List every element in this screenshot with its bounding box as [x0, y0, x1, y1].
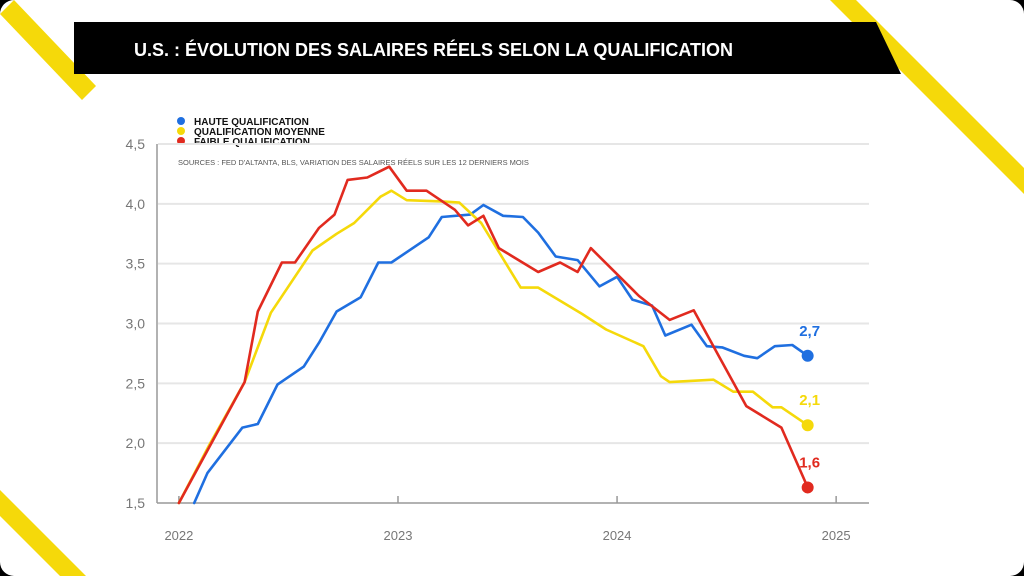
legend-label-faible: FAIBLE QUALIFICATION [194, 137, 310, 148]
end-value-label-2: 2,1 [799, 392, 820, 409]
end-point-3 [801, 481, 814, 494]
x-tick-label: 2023 [384, 528, 413, 543]
gridlines [158, 143, 869, 445]
source-note: SOURCES : FED D'ALTANTA, BLS, VARIATION … [178, 158, 529, 167]
title-bar [74, 22, 901, 74]
y-tick-label: 1,5 [126, 495, 146, 511]
x-tick-label: 2024 [603, 528, 632, 543]
end-point-1 [801, 349, 814, 362]
y-tick-label: 4,5 [126, 136, 146, 152]
axes: 1,5 2,0 2,5 3,0 3,5 4,0 4,5 2022 2023 2024 2025 [126, 136, 869, 543]
legend-item-moyenne: QUALIFICATION MOYENNE [177, 127, 325, 138]
series-line-1 [192, 203, 809, 505]
accent-stripe-bottom-left [0, 490, 86, 576]
end-value-label-1: 2,7 [799, 323, 820, 340]
legend-label-moyenne: QUALIFICATION MOYENNE [194, 127, 325, 138]
y-tick-label: 2,5 [126, 375, 146, 391]
x-tick-label: 2025 [822, 528, 851, 543]
legend-item-haute: HAUTE QUALIFICATION [177, 117, 309, 128]
legend-marker-moyenne [177, 127, 185, 135]
end-point-2 [801, 419, 814, 432]
legend-marker-haute [177, 117, 185, 125]
accent-stripe-top-left [0, 0, 96, 100]
chart-title: U.S. : ÉVOLUTION DES SALAIRES RÉELS SELO… [134, 39, 733, 60]
end-markers: 2,7 2,1 1,6 [799, 323, 820, 494]
series-line-2 [177, 189, 809, 505]
x-tick-label: 2022 [164, 528, 193, 543]
y-tick-label: 3,5 [126, 256, 146, 272]
y-tick-label: 4,0 [126, 196, 146, 212]
series-line-3 [177, 165, 809, 505]
legend-label-haute: HAUTE QUALIFICATION [194, 117, 309, 128]
legend-item-faible: FAIBLE QUALIFICATION [177, 137, 310, 148]
series-lines [177, 165, 809, 505]
end-value-label-3: 1,6 [799, 454, 820, 471]
y-tick-label: 3,0 [126, 316, 146, 332]
y-tick-label: 2,0 [126, 435, 146, 451]
